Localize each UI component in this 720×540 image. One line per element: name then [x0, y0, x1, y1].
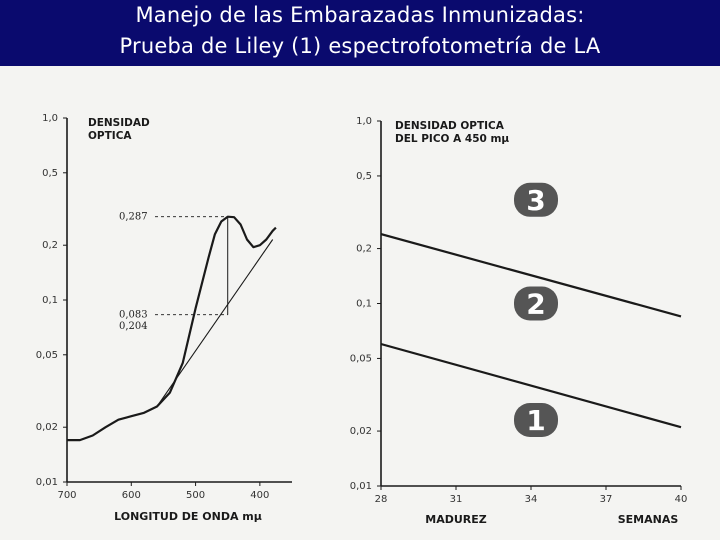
chart1-x-tick-label: 500 — [186, 490, 205, 501]
chart2-y-label: DENSIDAD OPTICA — [395, 120, 505, 132]
chart2-x-tick-label: 28 — [375, 494, 388, 505]
chart1-y-tick-label: 0,01 — [36, 477, 58, 488]
chart2-zone-badge — [514, 286, 558, 321]
chart1-annotation-label: 0,287 — [119, 212, 148, 223]
chart1-y-label: OPTICA — [88, 130, 132, 142]
chart2-x-tick-label: 40 — [675, 494, 688, 505]
chart2-y-tick-label: 0,2 — [356, 244, 372, 255]
chart1-x-label: LONGITUD DE ONDA mμ — [114, 510, 262, 523]
chart1-x-tick-label: 400 — [250, 490, 269, 501]
chart1-y-tick-label: 0,2 — [42, 240, 58, 251]
chart2-zone-label: 3 — [526, 184, 545, 217]
chart1-y-tick-label: 0,5 — [42, 168, 58, 179]
chart2-x-label-2: SEMANAS — [618, 513, 679, 526]
chart2-series-upper — [380, 233, 682, 318]
chart1-series-curve — [67, 215, 277, 442]
chart2-zone-label: 1 — [526, 404, 545, 437]
chart2-y-tick-label: 0,02 — [350, 426, 372, 437]
chart1-y-tick-label: 0,1 — [42, 295, 58, 306]
chart2-y-tick-label: 0,5 — [356, 171, 372, 182]
chart2-x-tick-label: 31 — [450, 494, 463, 505]
chart2-y-tick-label: 0,05 — [350, 353, 372, 364]
chart1-annotation-label: 0,083 — [119, 310, 148, 321]
chart2-x-tick-label: 37 — [600, 494, 613, 505]
chart1-y-tick-label: 1,0 — [42, 113, 58, 124]
chart2-y-tick-label: 0,01 — [350, 481, 372, 492]
chart1-annotation-label: 0,204 — [119, 321, 148, 332]
chart-photo-area — [0, 66, 720, 540]
chart1-x-tick-label: 700 — [57, 490, 76, 501]
chart1-x-tick-label: 600 — [122, 490, 141, 501]
slide-title-line-1: Manejo de las Embarazadas Inmunizadas: — [135, 3, 585, 27]
chart2-zone-badge — [514, 182, 558, 217]
chart2-x-label: MADUREZ — [425, 513, 487, 526]
chart1-series-baseline — [156, 239, 274, 407]
chart2-series-lower — [380, 342, 682, 429]
chart2-y-tick-label: 0,1 — [356, 299, 372, 310]
chart2-zone-badge — [514, 402, 558, 437]
chart2-x-tick-label: 34 — [525, 494, 538, 505]
slide-title-bar: Manejo de las Embarazadas Inmunizadas: P… — [0, 0, 720, 66]
chart1-y-tick-label: 0,02 — [36, 422, 58, 433]
chart1-y-label: DENSIDAD — [88, 117, 150, 129]
chart2-zone-label: 2 — [526, 288, 545, 321]
chart1-y-tick-label: 0,05 — [36, 350, 58, 361]
chart2-y-tick-label: 1,0 — [356, 116, 372, 127]
chart2-y-label: DEL PICO A 450 mμ — [395, 133, 509, 145]
slide-title-line-2: Prueba de Liley (1) espectrofotometría d… — [119, 34, 601, 58]
